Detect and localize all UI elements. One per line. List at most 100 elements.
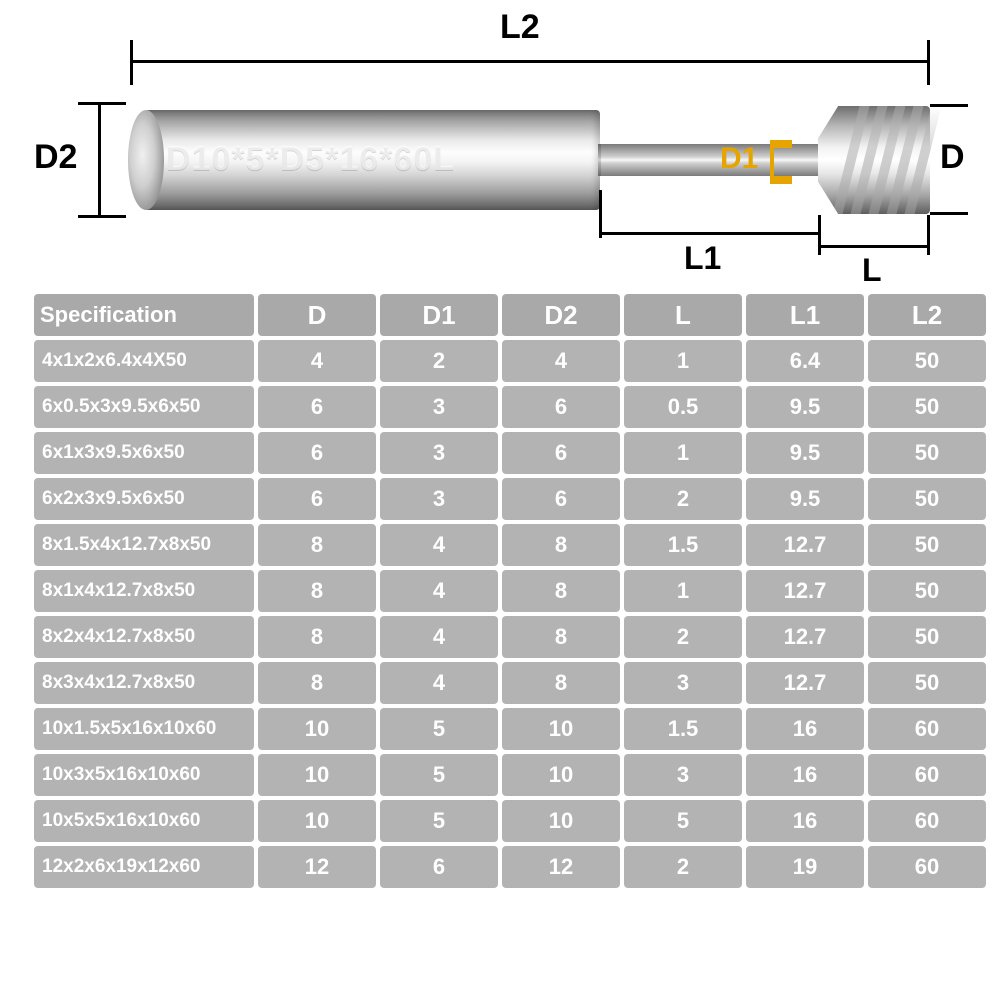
cell-value: 12.7 xyxy=(746,662,864,704)
cell-value: 12.7 xyxy=(746,570,864,612)
cell-value: 60 xyxy=(868,708,986,750)
cell-value: 16 xyxy=(746,708,864,750)
cell-value: 12 xyxy=(258,846,376,888)
cell-value: 50 xyxy=(868,386,986,428)
dim-tick-d-top xyxy=(930,104,968,107)
col-header-d1: D1 xyxy=(380,294,498,336)
d1-bracket-bot xyxy=(770,176,792,184)
cell-spec: 8x2x4x12.7x8x50 xyxy=(34,616,254,658)
cell-value: 9.5 xyxy=(746,432,864,474)
spec-table-wrap: SpecificationDD1D2LL1L24x1x2x6.4x4X50424… xyxy=(30,290,970,892)
cell-value: 0.5 xyxy=(624,386,742,428)
table-row: 8x2x4x12.7x8x50848212.750 xyxy=(34,616,986,658)
cell-value: 10 xyxy=(502,754,620,796)
table-row: 10x3x5x16x10x601051031660 xyxy=(34,754,986,796)
cell-value: 4 xyxy=(502,340,620,382)
cell-value: 12.7 xyxy=(746,616,864,658)
table-row: 10x5x5x16x10x601051051660 xyxy=(34,800,986,842)
cell-value: 4 xyxy=(380,570,498,612)
label-d: D xyxy=(940,138,965,177)
cell-value: 8 xyxy=(258,616,376,658)
table-row: 6x2x3x9.5x6x5063629.550 xyxy=(34,478,986,520)
cell-value: 12.7 xyxy=(746,524,864,566)
cell-value: 1 xyxy=(624,432,742,474)
table-row: 12x2x6x19x12x601261221960 xyxy=(34,846,986,888)
dim-tick-d2-bot xyxy=(78,215,126,218)
cell-value: 10 xyxy=(502,708,620,750)
cell-value: 16 xyxy=(746,800,864,842)
cell-spec: 6x1x3x9.5x6x50 xyxy=(34,432,254,474)
tool-cutter xyxy=(818,106,930,214)
cell-spec: 8x1x4x12.7x8x50 xyxy=(34,570,254,612)
cell-value: 6 xyxy=(502,432,620,474)
col-header-l: L xyxy=(624,294,742,336)
cell-spec: 8x1.5x4x12.7x8x50 xyxy=(34,524,254,566)
tool-neck xyxy=(598,144,821,176)
cell-spec: 10x3x5x16x10x60 xyxy=(34,754,254,796)
cell-spec: 6x0.5x3x9.5x6x50 xyxy=(34,386,254,428)
spec-table: SpecificationDD1D2LL1L24x1x2x6.4x4X50424… xyxy=(30,290,990,892)
cell-value: 1 xyxy=(624,570,742,612)
cell-value: 12 xyxy=(502,846,620,888)
cell-value: 5 xyxy=(380,708,498,750)
cell-value: 60 xyxy=(868,800,986,842)
cell-value: 3 xyxy=(624,662,742,704)
cell-value: 50 xyxy=(868,478,986,520)
cell-value: 60 xyxy=(868,754,986,796)
table-row: 6x0.5x3x9.5x6x506360.59.550 xyxy=(34,386,986,428)
cell-spec: 4x1x2x6.4x4X50 xyxy=(34,340,254,382)
table-row: 4x1x2x6.4x4X5042416.450 xyxy=(34,340,986,382)
tool-dimension-diagram: L2 D2 D10*5*D5*16*60L D1 xyxy=(30,20,970,280)
cell-spec: 10x5x5x16x10x60 xyxy=(34,800,254,842)
cell-value: 8 xyxy=(502,662,620,704)
cell-value: 6.4 xyxy=(746,340,864,382)
cell-value: 10 xyxy=(502,800,620,842)
cell-value: 2 xyxy=(624,616,742,658)
table-row: 10x1.5x5x16x10x60105101.51660 xyxy=(34,708,986,750)
table-row: 8x1x4x12.7x8x50848112.750 xyxy=(34,570,986,612)
cell-value: 6 xyxy=(502,386,620,428)
cell-value: 10 xyxy=(258,754,376,796)
cell-value: 50 xyxy=(868,570,986,612)
cell-value: 5 xyxy=(624,800,742,842)
dim-tick-l1-right xyxy=(818,215,821,255)
dim-line-l xyxy=(820,245,928,248)
cell-value: 2 xyxy=(380,340,498,382)
cell-value: 6 xyxy=(380,846,498,888)
cell-value: 50 xyxy=(868,524,986,566)
cell-value: 50 xyxy=(868,432,986,474)
tool-drawing: D10*5*D5*16*60L D1 xyxy=(130,110,930,210)
col-header-d: D xyxy=(258,294,376,336)
cell-value: 50 xyxy=(868,662,986,704)
tool-engraving: D10*5*D5*16*60L xyxy=(166,140,455,179)
col-header-l1: L1 xyxy=(746,294,864,336)
cell-value: 5 xyxy=(380,754,498,796)
tool-shank: D10*5*D5*16*60L xyxy=(130,110,600,210)
dim-tick-d2-top xyxy=(78,102,126,105)
cell-value: 8 xyxy=(502,616,620,658)
col-header-d2: D2 xyxy=(502,294,620,336)
dim-line-l1 xyxy=(599,232,820,235)
dim-tick-l-right xyxy=(927,215,930,255)
cell-value: 50 xyxy=(868,616,986,658)
cell-value: 3 xyxy=(380,432,498,474)
cell-value: 50 xyxy=(868,340,986,382)
cell-value: 6 xyxy=(258,478,376,520)
cell-value: 6 xyxy=(258,432,376,474)
col-header-l2: L2 xyxy=(868,294,986,336)
dim-line-d2 xyxy=(98,102,101,218)
cell-spec: 6x2x3x9.5x6x50 xyxy=(34,478,254,520)
label-l1: L1 xyxy=(684,240,721,277)
cell-value: 8 xyxy=(502,570,620,612)
cell-value: 1.5 xyxy=(624,524,742,566)
cell-value: 1 xyxy=(624,340,742,382)
table-row: 8x3x4x12.7x8x50848312.750 xyxy=(34,662,986,704)
cell-value: 5 xyxy=(380,800,498,842)
cell-value: 10 xyxy=(258,708,376,750)
cell-spec: 12x2x6x19x12x60 xyxy=(34,846,254,888)
cell-value: 3 xyxy=(380,386,498,428)
d1-bracket-top xyxy=(770,140,792,148)
cell-value: 3 xyxy=(380,478,498,520)
label-l2: L2 xyxy=(500,8,540,47)
dim-line-l2 xyxy=(130,60,930,63)
